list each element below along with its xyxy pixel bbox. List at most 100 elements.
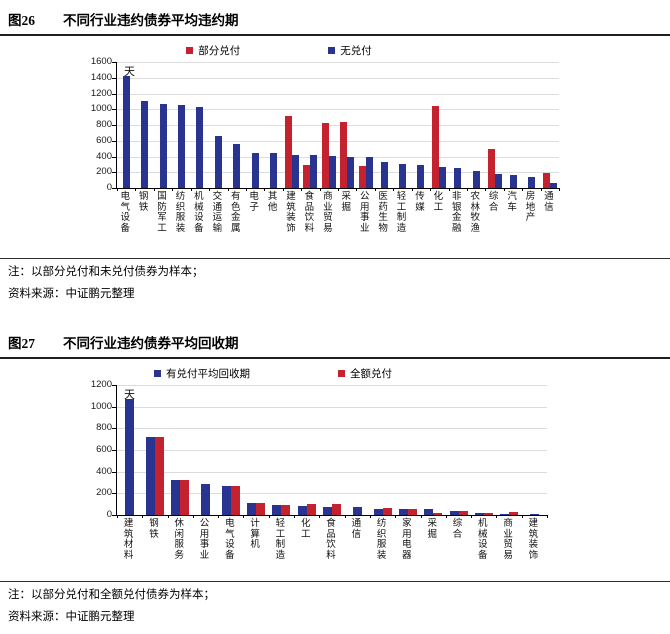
x-label: 建筑装饰 [282,192,300,234]
chart-legend: 有兑付平均回收期 全额兑付 [0,364,546,382]
x-axis-tick [135,188,137,191]
x-axis-tick [559,188,560,191]
category-cell [228,143,246,188]
y-axis-tick [112,77,116,79]
bar-partial_red [256,502,266,515]
x-label-text: 其他 [267,192,278,213]
bar-navy_blue [500,513,510,515]
bar-navy_blue [494,174,502,188]
x-axis-tick [153,188,155,191]
bar-navy_blue [145,437,155,515]
category-cell [421,508,446,515]
legend-label: 部分兑付 [198,45,241,57]
bar-navy_blue [365,157,373,188]
figure-27-title: 不同行业违约债券平均回收期 [63,336,239,351]
bar-navy_blue [272,505,282,515]
bar-navy_blue [529,514,539,515]
y-axis-tick [112,140,116,142]
bar-navy_blue [439,167,447,188]
x-axis-tick [395,515,397,518]
figure-26-source: 资料来源：中证鹏元整理 [8,288,135,300]
category-cell [471,513,496,515]
legend-item: 有兑付平均回收期 [154,366,250,381]
figure-27-source: 资料来源：中证鹏元整理 [8,611,135,623]
category-cell [191,106,209,188]
y-tick-label: 600 [96,134,112,146]
x-axis-tick [430,188,432,191]
y-axis-tick [112,428,116,430]
y-tick-label: 400 [96,150,112,162]
x-label-text: 农林牧渔 [470,192,480,234]
x-label-text: 综合 [488,192,499,213]
x-axis-tick [319,515,321,518]
plot-area: 天 [112,385,548,518]
figure-27-label: 图27 [8,336,35,351]
category-cell [301,154,319,188]
category-cell [172,105,190,188]
x-axis-tick [522,188,524,191]
bar-partial_red [407,509,417,515]
x-axis-tick [356,188,358,191]
x-label-text: 纺织服装 [376,519,387,561]
x-axis-tick [264,188,266,191]
x-label: 房地产 [521,192,539,234]
x-label: 建筑材料 [116,519,141,561]
plot-wrap: 0 200 400 600 800 1000 1200 1400 1600 天电气设备钢铁国防军工… [82,57,560,254]
gridline [117,428,547,430]
bar-partial_red [382,507,392,515]
bar-partial_red [432,106,440,188]
bar-navy_blue [352,506,362,515]
bar-navy_blue [373,508,383,515]
x-labels-row: 电气设备钢铁国防军工纺织服装机械设备交通运输有色金属电子其他建筑装饰食品饮料商业… [116,192,558,234]
x-label: 交通运输 [208,192,226,234]
bar-navy_blue [424,508,434,515]
y-axis-tick [112,493,116,495]
x-label: 化工 [429,192,447,234]
x-label-text: 汽车 [507,192,517,213]
x-label-text: 采掘 [427,519,437,540]
x-axis-tick [117,515,118,518]
x-labels-row: 建筑材料 钢铁 休闲服务 公用事业 电气设备 计算机 轻工制造 化工 食品饮料 通信 纺织服装 家用电… [116,519,546,561]
x-label: 计算机 [242,519,267,561]
y-tick-label: 400 [96,465,112,477]
category-cell [246,152,264,188]
x-axis-tick [294,515,296,518]
title-divider [0,357,670,359]
bar-partial_red [332,504,342,515]
x-axis-tick [448,188,450,191]
x-label: 农林牧渔 [466,192,484,234]
x-label-text: 通信 [351,519,362,540]
x-label-text: 家用电器 [402,519,412,561]
x-label-text: 食品饮料 [304,192,315,234]
gridline [117,93,559,95]
gridline [117,140,559,142]
category-cell [412,165,430,188]
title-divider [0,34,670,36]
category-cell [467,171,485,188]
x-label: 公用事业 [192,519,217,561]
bar-navy_blue [196,106,204,188]
x-axis-tick [369,515,371,518]
category-cell [393,163,411,188]
x-axis-tick [192,515,194,518]
bar-navy_blue [159,103,167,188]
category-cell [193,484,218,515]
y-axis-tick [112,385,116,386]
category-cell [218,486,243,515]
x-label-text: 纺织服装 [175,192,186,234]
y-axis-unit-label: 天 [124,66,135,78]
bar-navy_blue [527,176,535,188]
x-axis-tick [243,515,245,518]
x-axis-tick [172,188,174,191]
x-label-text: 钢铁 [138,192,149,213]
y-axis-tick [112,125,116,126]
y-axis-tick [112,471,116,473]
x-label: 建筑装饰 [521,519,546,561]
legend-label: 有兑付平均回收期 [166,368,250,380]
x-label-text: 电子 [249,192,259,213]
x-axis-tick [142,515,144,518]
x-label: 钢铁 [134,192,152,234]
y-tick-label: 1600 [90,56,112,67]
y-tick-label: 200 [96,487,112,499]
category-cell [356,157,374,188]
